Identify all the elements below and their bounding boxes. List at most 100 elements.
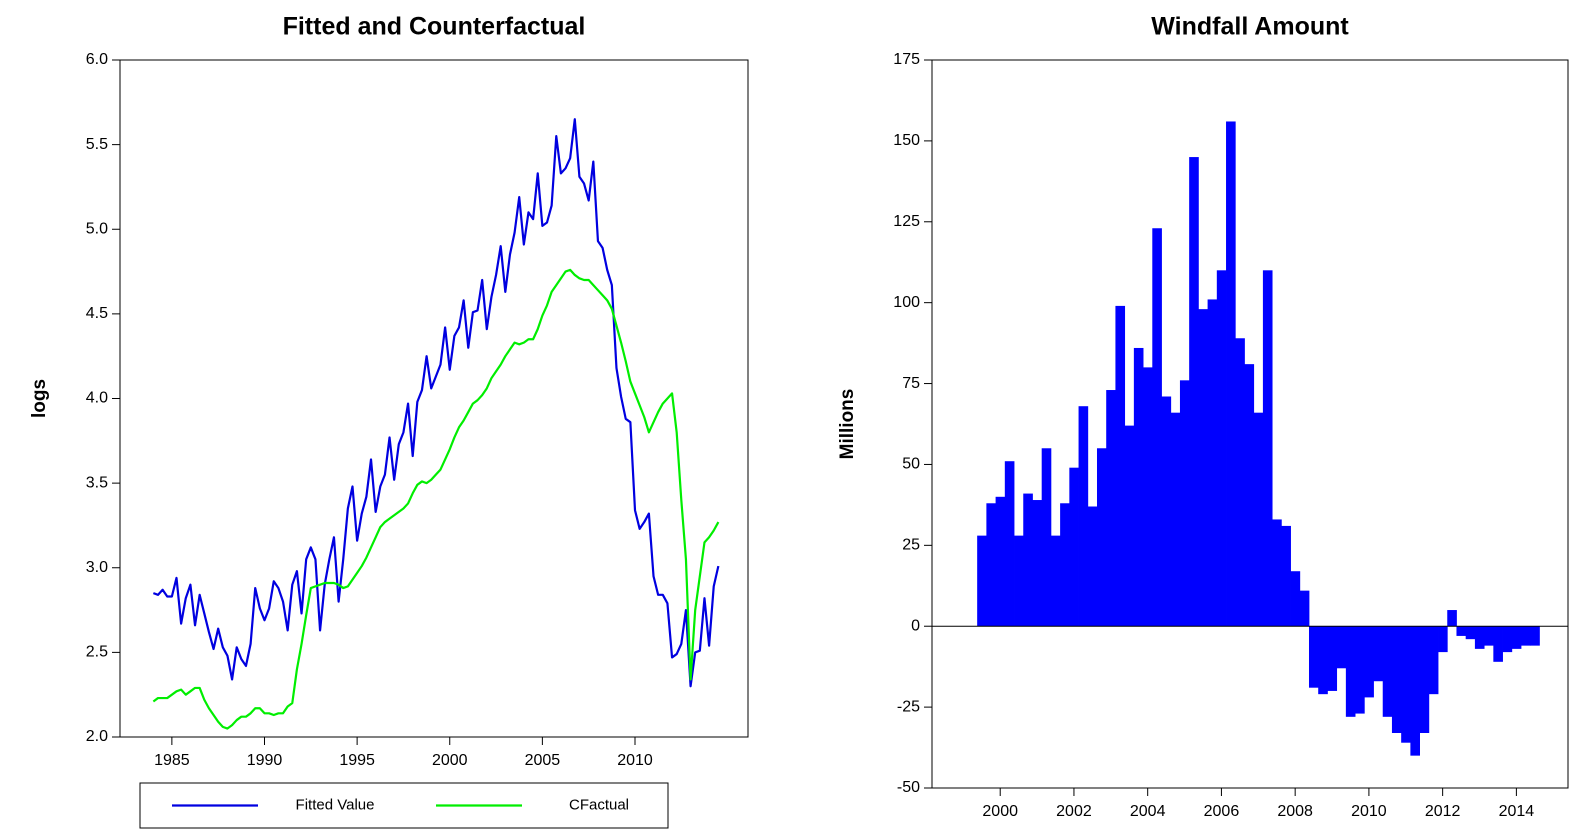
bar	[1262, 270, 1273, 627]
y-tick-label: 175	[893, 51, 920, 68]
bar	[1364, 626, 1374, 698]
y-tick-label: 100	[893, 294, 920, 311]
y-tick-label: 150	[893, 132, 920, 149]
legend-label: CFactual	[569, 796, 629, 813]
y-tick-label: -50	[897, 779, 920, 796]
bar	[1511, 626, 1522, 649]
bar	[1115, 305, 1126, 627]
bar	[1179, 380, 1190, 627]
bar	[1447, 610, 1457, 627]
plot-frame	[119, 59, 749, 738]
x-tick-label: 1990	[247, 752, 283, 769]
bar	[1226, 121, 1236, 627]
y-tick-label: 75	[902, 375, 920, 392]
bar	[1124, 425, 1135, 627]
chart-title: Windfall Amount	[1151, 13, 1349, 41]
x-tick-label: 2014	[1499, 803, 1535, 820]
bar	[1106, 390, 1116, 627]
bar	[1253, 412, 1264, 627]
y-tick-label: 3.5	[86, 474, 108, 491]
bar	[1327, 626, 1338, 691]
y-tick-label: 125	[893, 213, 920, 230]
bar	[1410, 626, 1420, 756]
bar	[1216, 270, 1227, 627]
series-line	[152, 118, 720, 688]
y-tick-label: 4.0	[86, 390, 108, 407]
bar	[1391, 626, 1402, 733]
bar	[1272, 519, 1282, 627]
x-tick-label: 1995	[339, 752, 375, 769]
bar	[1281, 525, 1291, 627]
bar	[1189, 157, 1199, 627]
bar	[1133, 347, 1144, 627]
bar	[1520, 626, 1531, 646]
bar	[995, 496, 1006, 627]
bar	[1041, 448, 1052, 627]
bar	[1023, 493, 1033, 627]
bar	[986, 503, 996, 627]
y-tick-label: 3.0	[86, 559, 108, 576]
bar	[1465, 626, 1476, 640]
legend-label: Fitted Value	[296, 796, 375, 813]
x-tick-label: 2012	[1425, 803, 1461, 820]
bar	[1318, 626, 1328, 695]
bar	[1060, 503, 1070, 627]
bar	[1207, 299, 1218, 627]
bar	[1336, 626, 1347, 669]
bar	[1050, 535, 1061, 627]
x-tick-label: 2010	[1351, 803, 1387, 820]
bar	[1244, 364, 1255, 627]
y-tick-label: 50	[902, 456, 920, 473]
bar	[1355, 626, 1365, 714]
y-axis-label: logs	[29, 379, 50, 418]
plot-frame	[931, 59, 1569, 789]
x-tick-label: 2000	[982, 803, 1018, 820]
x-tick-label: 2008	[1277, 803, 1313, 820]
bar	[1299, 590, 1310, 627]
bar	[1456, 626, 1467, 636]
bar	[1170, 412, 1181, 627]
x-tick-label: 2006	[1204, 803, 1240, 820]
bar	[1484, 626, 1494, 646]
x-tick-label: 2005	[525, 752, 561, 769]
y-axis-label: Millions	[837, 389, 858, 460]
bar	[1438, 626, 1448, 653]
x-tick-label: 1985	[154, 752, 190, 769]
series-line	[152, 268, 720, 730]
bar	[1235, 338, 1245, 627]
bar	[1308, 626, 1319, 688]
y-tick-label: -25	[897, 698, 920, 715]
bar	[1345, 626, 1356, 717]
bar	[1032, 500, 1043, 627]
bar	[1161, 396, 1172, 627]
y-tick-label: 6.0	[86, 51, 108, 68]
bar	[1419, 626, 1430, 733]
y-tick-label: 25	[902, 537, 920, 554]
bar	[1078, 406, 1089, 627]
bar	[1087, 506, 1098, 627]
bar	[1502, 626, 1513, 653]
y-tick-label: 2.0	[86, 728, 108, 745]
bar	[1004, 461, 1015, 627]
y-tick-label: 0	[911, 617, 920, 634]
bar	[1069, 467, 1079, 627]
chart-title: Fitted and Counterfactual	[283, 13, 586, 41]
bar	[1401, 626, 1411, 743]
bar	[1493, 626, 1503, 662]
y-tick-label: 5.0	[86, 220, 108, 237]
bar	[1530, 626, 1540, 646]
bar	[1152, 228, 1162, 627]
bar	[1373, 626, 1384, 682]
x-tick-label: 2004	[1130, 803, 1166, 820]
bar	[1382, 626, 1393, 717]
bar	[1290, 571, 1301, 627]
y-tick-label: 5.5	[86, 136, 108, 153]
bar	[1198, 309, 1208, 627]
bar	[1096, 448, 1107, 627]
bar	[1428, 626, 1439, 695]
x-tick-label: 2002	[1056, 803, 1092, 820]
bar	[977, 535, 987, 627]
bar	[1474, 626, 1485, 649]
